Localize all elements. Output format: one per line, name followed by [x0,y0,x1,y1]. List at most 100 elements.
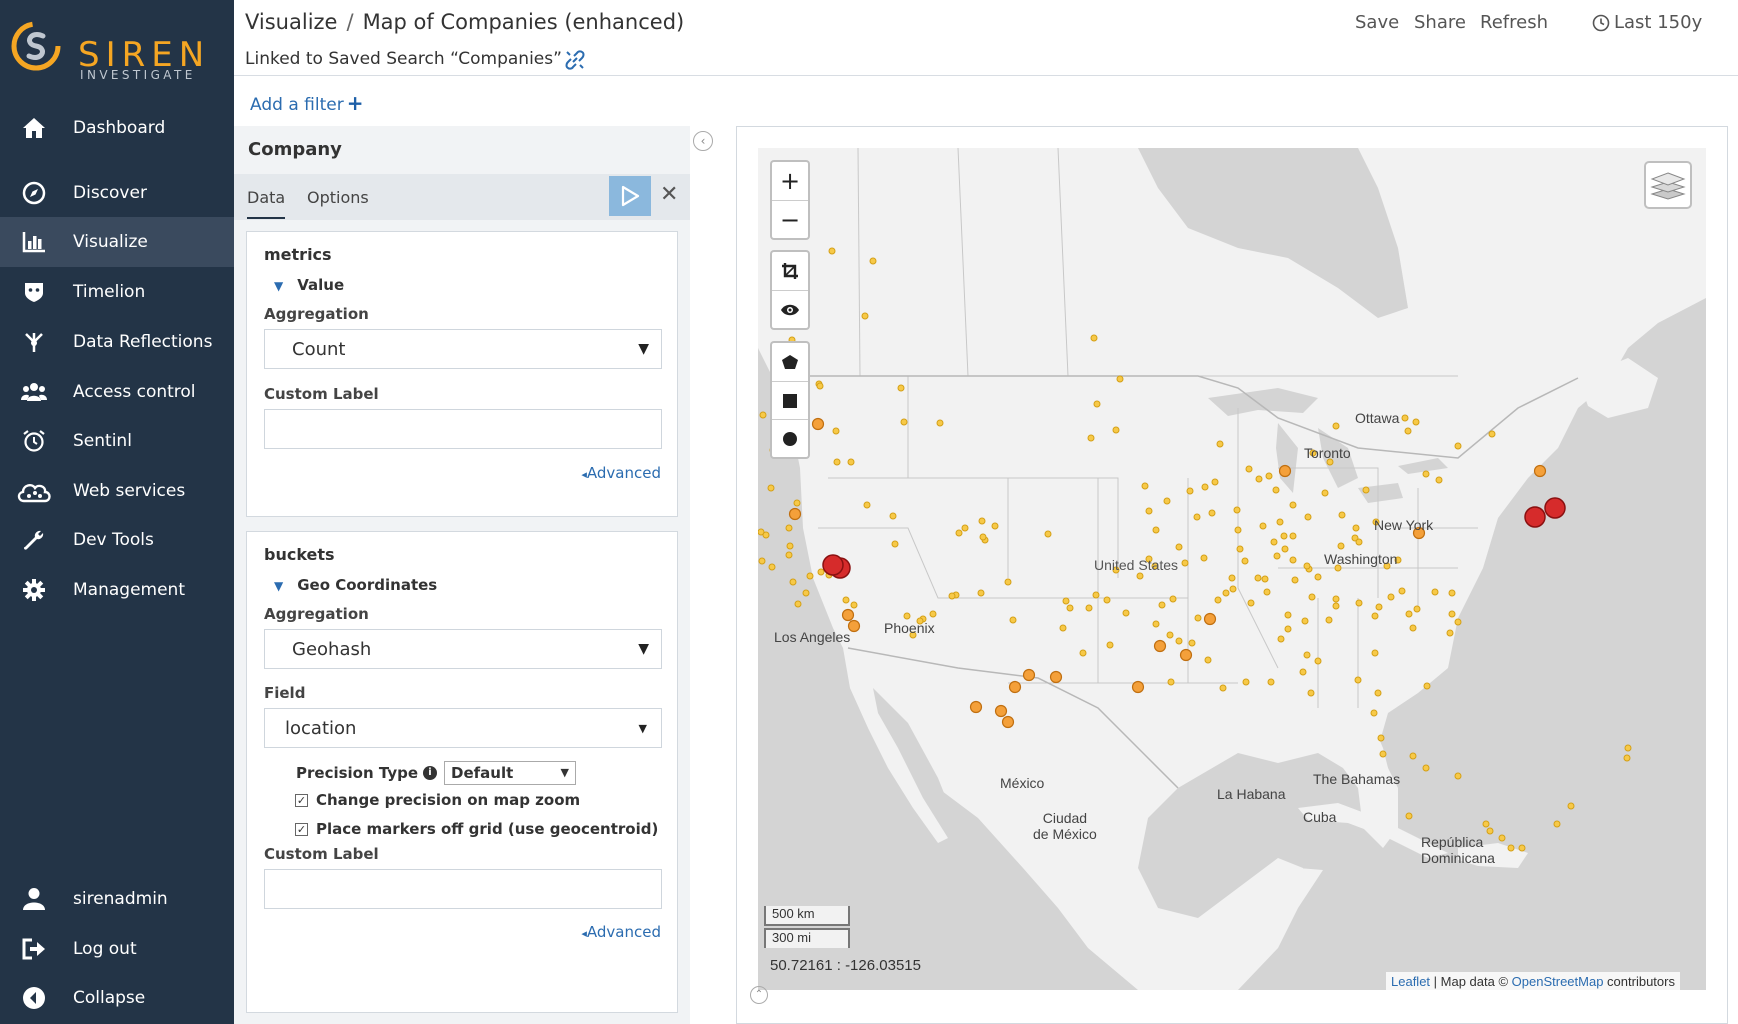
map-marker[interactable] [828,247,836,255]
map-marker[interactable] [758,528,765,536]
map-marker[interactable] [785,551,793,559]
map-marker[interactable] [1354,676,1362,684]
map-marker[interactable] [1507,844,1515,852]
map-marker[interactable] [1299,668,1307,676]
bucket-custom-label-input[interactable] [264,869,662,909]
map-marker[interactable] [1169,595,1177,603]
map-marker[interactable] [1145,555,1153,563]
map-marker[interactable] [1355,538,1363,546]
map-marker[interactable] [1204,656,1212,664]
map-marker[interactable] [1090,334,1098,342]
map-marker[interactable] [1371,649,1379,657]
map-marker[interactable] [1267,678,1275,686]
map-marker[interactable] [1234,526,1242,534]
map-marker[interactable] [1263,588,1271,596]
map-marker[interactable] [1181,559,1189,567]
map-marker[interactable] [786,542,794,550]
map-marker[interactable] [1383,562,1391,570]
map-marker[interactable] [1004,578,1012,586]
map-marker[interactable] [1214,596,1222,604]
nav-item-user[interactable]: sirenadmin [0,874,234,924]
map-marker[interactable] [1567,802,1575,810]
map-marker[interactable] [1093,400,1101,408]
map-marker[interactable] [869,257,877,265]
map-marker[interactable] [1284,625,1292,633]
map-marker[interactable] [1112,426,1120,434]
map-marker[interactable] [1423,682,1431,690]
map-marker[interactable] [977,589,985,597]
map-marker[interactable] [1379,750,1387,758]
nav-item-collapse[interactable]: Collapse [0,973,234,1023]
map-marker[interactable] [1332,422,1340,430]
map-marker[interactable] [1087,434,1095,442]
info-icon[interactable]: i [423,766,438,780]
map-marker[interactable] [1208,509,1216,517]
map-marker[interactable] [1446,629,1454,637]
map-marker[interactable] [793,499,801,507]
map-marker[interactable] [1301,617,1309,625]
bucket-advanced-link[interactable]: ◂Advanced [581,923,661,941]
map-marker[interactable] [916,617,924,625]
map-marker[interactable] [1404,427,1412,435]
map-marker[interactable] [832,427,840,435]
map-marker[interactable] [1270,538,1278,546]
map-marker[interactable] [802,589,810,597]
unlink-icon[interactable] [564,49,586,71]
map-marker[interactable] [1307,689,1315,697]
map-marker[interactable] [1175,543,1183,551]
map-marker[interactable] [978,517,986,525]
collapse-editor-button[interactable]: ‹ [693,131,713,151]
map-marker[interactable] [1009,616,1017,624]
map-marker[interactable] [1409,624,1417,632]
map-marker[interactable] [1273,552,1281,560]
map-marker[interactable] [1308,593,1316,601]
map-marker[interactable] [1289,501,1297,509]
map-marker[interactable] [900,418,908,426]
map-marker[interactable] [1200,554,1208,562]
map-marker[interactable] [1422,764,1430,772]
map-marker[interactable] [1276,518,1284,526]
map-marker[interactable] [1375,603,1383,611]
map-marker[interactable] [758,557,766,565]
metric-advanced-link[interactable]: ◂Advanced [581,464,661,482]
map-marker[interactable] [1351,534,1359,542]
field-select[interactable]: location ▼ [264,708,662,748]
map-marker[interactable] [1233,506,1241,514]
map-marker[interactable] [1131,680,1145,694]
map-marker[interactable] [1194,614,1202,622]
metric-value-toggle[interactable]: ▼ Value [274,276,344,294]
map-marker[interactable] [1261,575,1269,583]
map-marker[interactable] [1431,588,1439,596]
map-marker[interactable] [811,417,825,431]
map-marker[interactable] [1352,524,1360,532]
map-marker[interactable] [1255,475,1263,483]
map-marker[interactable] [1193,513,1201,521]
map-marker[interactable] [1448,589,1456,597]
map-marker[interactable] [1374,689,1382,697]
map-marker[interactable] [1079,649,1087,657]
map-marker[interactable] [1059,624,1067,632]
metric-aggregation-select[interactable]: Count ▼ [264,329,662,369]
share-button[interactable]: Share [1414,12,1466,33]
map-marker[interactable] [1321,489,1329,497]
map-marker[interactable] [1409,752,1417,760]
map-marker[interactable] [1201,483,1209,491]
map-marker[interactable] [1228,574,1236,582]
breadcrumb-root[interactable]: Visualize [245,10,338,34]
map-marker[interactable] [994,704,1008,718]
map-marker[interactable] [1435,476,1443,484]
map-marker[interactable] [1482,820,1490,828]
map-marker[interactable] [1163,497,1171,505]
map-marker[interactable] [789,578,797,586]
nav-item-logout[interactable]: Log out [0,924,234,974]
time-picker[interactable]: Last 150y [1592,12,1702,33]
map-marker[interactable] [1291,576,1299,584]
map-marker[interactable] [1289,556,1297,564]
map-marker[interactable] [1398,587,1406,595]
map-marker[interactable] [903,612,911,620]
map-marker[interactable] [1486,827,1494,835]
map-marker[interactable] [863,501,871,509]
map-marker[interactable] [1151,562,1159,570]
map-marker[interactable] [1203,612,1217,626]
map-marker[interactable] [969,700,983,714]
